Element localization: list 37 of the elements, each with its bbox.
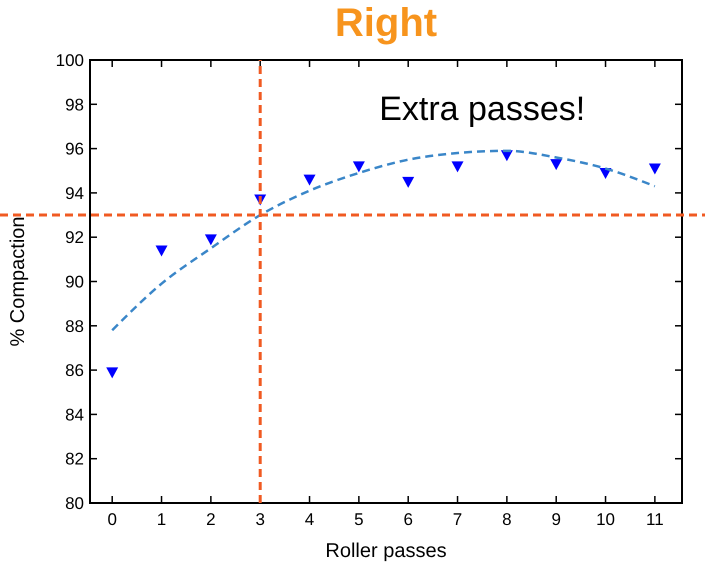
- point: [550, 159, 562, 170]
- y-tick-label: 86: [65, 361, 84, 380]
- y-tick-label: 92: [65, 228, 84, 248]
- x-tick-label: 6: [403, 510, 413, 529]
- point: [648, 164, 661, 175]
- chart-title: Right: [334, 1, 438, 45]
- y-tick-label: 80: [65, 494, 84, 513]
- point: [106, 367, 118, 378]
- y-tick-label: 94: [65, 184, 84, 203]
- y-tick-label: 84: [65, 405, 84, 424]
- point: [304, 174, 316, 186]
- y-tick-label: 100: [56, 51, 84, 70]
- x-tick-label: 2: [206, 510, 216, 529]
- point: [156, 245, 168, 256]
- y-tick-label: 96: [65, 140, 84, 159]
- x-tick-label: 11: [646, 510, 664, 529]
- x-tick-label: 4: [304, 510, 314, 529]
- x-tick-label: 7: [452, 510, 462, 529]
- y-tick-label: 98: [65, 95, 84, 114]
- x-tick-label: 10: [596, 510, 615, 529]
- x-tick-label: 0: [107, 510, 117, 529]
- y-tick-label: 88: [65, 316, 84, 336]
- x-tick-label: 3: [255, 510, 265, 529]
- y-tick-label: 90: [65, 272, 84, 292]
- x-axis-title: Roller passes: [325, 540, 447, 562]
- point: [402, 176, 414, 188]
- y-tick-label: 82: [65, 450, 84, 469]
- y-axis-title: % Compaction: [7, 216, 29, 347]
- x-tick-label: 8: [502, 510, 512, 529]
- point: [452, 161, 464, 172]
- point: [352, 161, 365, 172]
- line-series: [110, 150, 656, 332]
- x-tick-label: 5: [354, 510, 364, 529]
- x-tick-label: 1: [156, 510, 166, 529]
- x-tick-label: 9: [551, 510, 561, 529]
- point: [204, 234, 217, 246]
- annotation: Extra passes!: [379, 90, 586, 128]
